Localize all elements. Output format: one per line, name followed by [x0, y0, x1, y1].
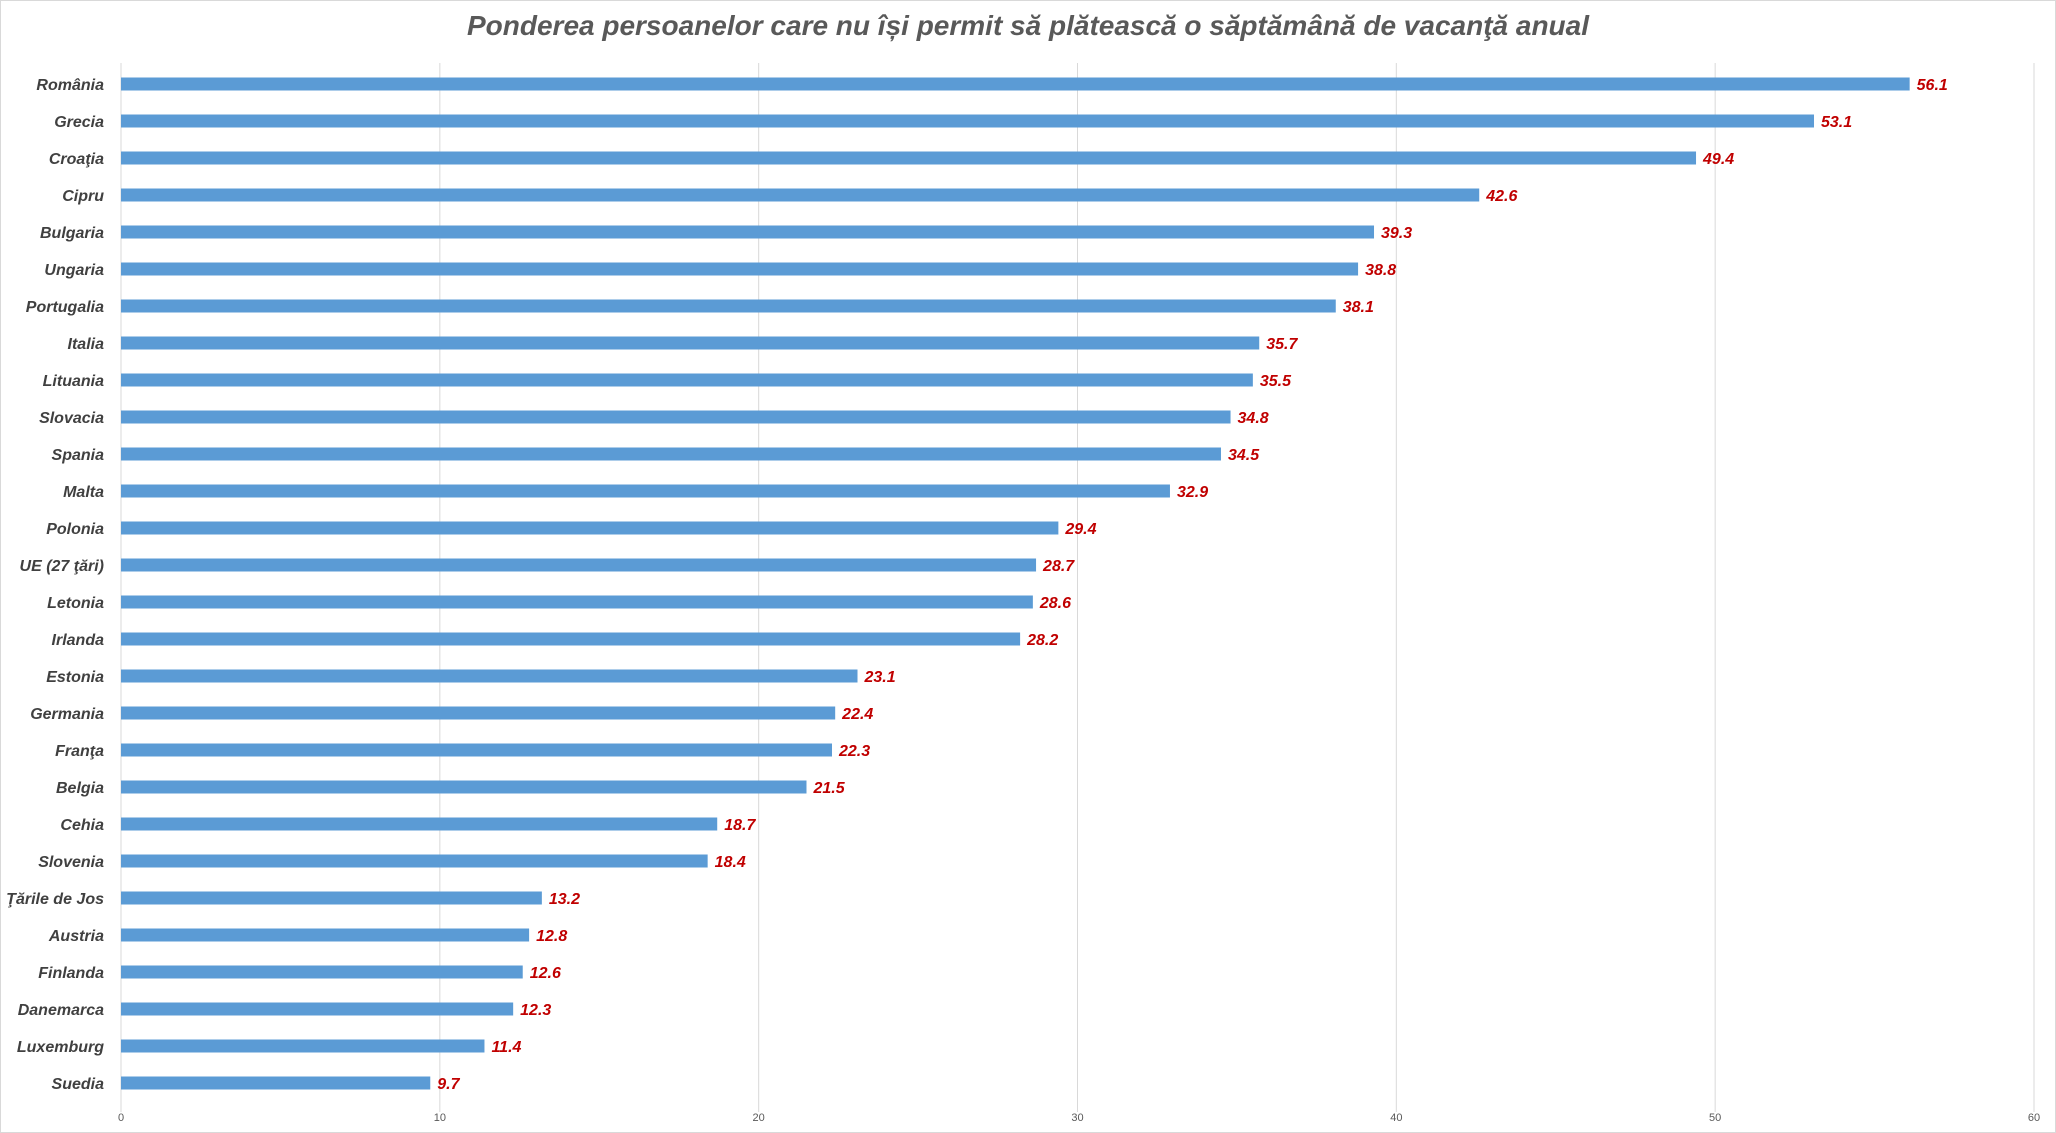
data-label: 12.6 [530, 965, 561, 982]
category-label: Slovacia [39, 410, 104, 427]
bar [121, 669, 858, 683]
bar [121, 817, 718, 831]
data-label: 28.7 [1042, 558, 1075, 575]
category-label: Ţările de Jos [6, 891, 104, 908]
data-label: 9.7 [437, 1076, 460, 1093]
bar [121, 595, 1033, 609]
category-label: Cehia [60, 817, 104, 834]
bar [121, 299, 1336, 313]
bar [121, 484, 1170, 498]
category-label: România [36, 77, 104, 94]
category-label: Franţa [55, 743, 104, 760]
category-label: Estonia [46, 669, 104, 686]
bar [121, 743, 832, 757]
data-label: 39.3 [1381, 225, 1412, 242]
data-label: 34.8 [1238, 410, 1269, 427]
data-label: 38.8 [1365, 262, 1396, 279]
category-label: Luxemburg [17, 1039, 104, 1056]
data-label: 56.1 [1917, 77, 1948, 94]
data-label: 29.4 [1064, 521, 1096, 538]
data-label: 23.1 [864, 669, 896, 686]
bar [121, 928, 530, 942]
category-label: Slovenia [38, 854, 104, 871]
bar [121, 1002, 514, 1016]
data-label: 12.3 [520, 1002, 551, 1019]
bar [121, 77, 1910, 91]
category-label: Finlanda [38, 965, 104, 982]
data-label: 18.4 [715, 854, 746, 871]
x-tick-label: 30 [1071, 1112, 1083, 1124]
data-label: 22.3 [838, 743, 870, 760]
category-label: UE (27 ţări) [20, 558, 104, 575]
category-label: Cipru [62, 188, 104, 205]
bar [121, 558, 1037, 572]
x-tick-label: 40 [1390, 1112, 1402, 1124]
chart-title: Ponderea persoanelor care nu își permit … [466, 10, 1590, 41]
data-label: 38.1 [1343, 299, 1374, 316]
category-label: Irlanda [52, 632, 105, 649]
category-label: Italia [68, 336, 105, 353]
data-label: 18.7 [724, 817, 756, 834]
data-label: 12.8 [536, 928, 567, 945]
bar [121, 262, 1359, 276]
category-label: Letonia [47, 595, 104, 612]
bar [121, 780, 807, 794]
category-label: Malta [63, 484, 104, 501]
data-label: 11.4 [491, 1039, 521, 1056]
bar [121, 188, 1480, 202]
bar [121, 1039, 485, 1053]
data-label: 35.7 [1266, 336, 1298, 353]
category-label: Polonia [46, 521, 104, 538]
bar [121, 706, 836, 720]
bar [121, 854, 708, 868]
category-label: Suedia [52, 1076, 105, 1093]
category-label: Bulgaria [40, 225, 104, 242]
x-tick-label: 0 [118, 1112, 124, 1124]
data-label: 53.1 [1821, 114, 1852, 131]
data-label: 42.6 [1485, 188, 1517, 205]
bar [121, 632, 1021, 646]
category-label: Austria [48, 928, 104, 945]
data-label: 49.4 [1702, 151, 1734, 168]
bar [121, 891, 542, 905]
bar [121, 447, 1221, 461]
bar [121, 965, 523, 979]
data-label: 13.2 [549, 891, 580, 908]
bar [121, 410, 1231, 424]
data-label: 32.9 [1177, 484, 1208, 501]
category-label: Ungaria [44, 262, 104, 279]
x-tick-label: 20 [753, 1112, 765, 1124]
data-label: 34.5 [1228, 447, 1260, 464]
bar [121, 225, 1375, 239]
data-label: 28.2 [1026, 632, 1058, 649]
bar [121, 373, 1253, 387]
data-label: 35.5 [1260, 373, 1292, 390]
bar [121, 151, 1697, 165]
bar [121, 114, 1815, 128]
category-label: Danemarca [18, 1002, 104, 1019]
category-label: Spania [52, 447, 105, 464]
x-tick-label: 50 [1709, 1112, 1721, 1124]
data-label: 21.5 [812, 780, 845, 797]
category-label: Grecia [54, 114, 104, 131]
x-tick-label: 60 [2028, 1112, 2040, 1124]
x-tick-label: 10 [434, 1112, 446, 1124]
category-label: Croaţia [49, 151, 104, 168]
category-label: Germania [30, 706, 104, 723]
category-label: Belgia [56, 780, 104, 797]
category-label: Portugalia [26, 299, 104, 316]
data-label: 28.6 [1039, 595, 1071, 612]
bar [121, 336, 1260, 350]
bar [121, 1076, 431, 1090]
data-label: 22.4 [841, 706, 873, 723]
bar [121, 521, 1059, 535]
category-label: Lituania [43, 373, 104, 390]
